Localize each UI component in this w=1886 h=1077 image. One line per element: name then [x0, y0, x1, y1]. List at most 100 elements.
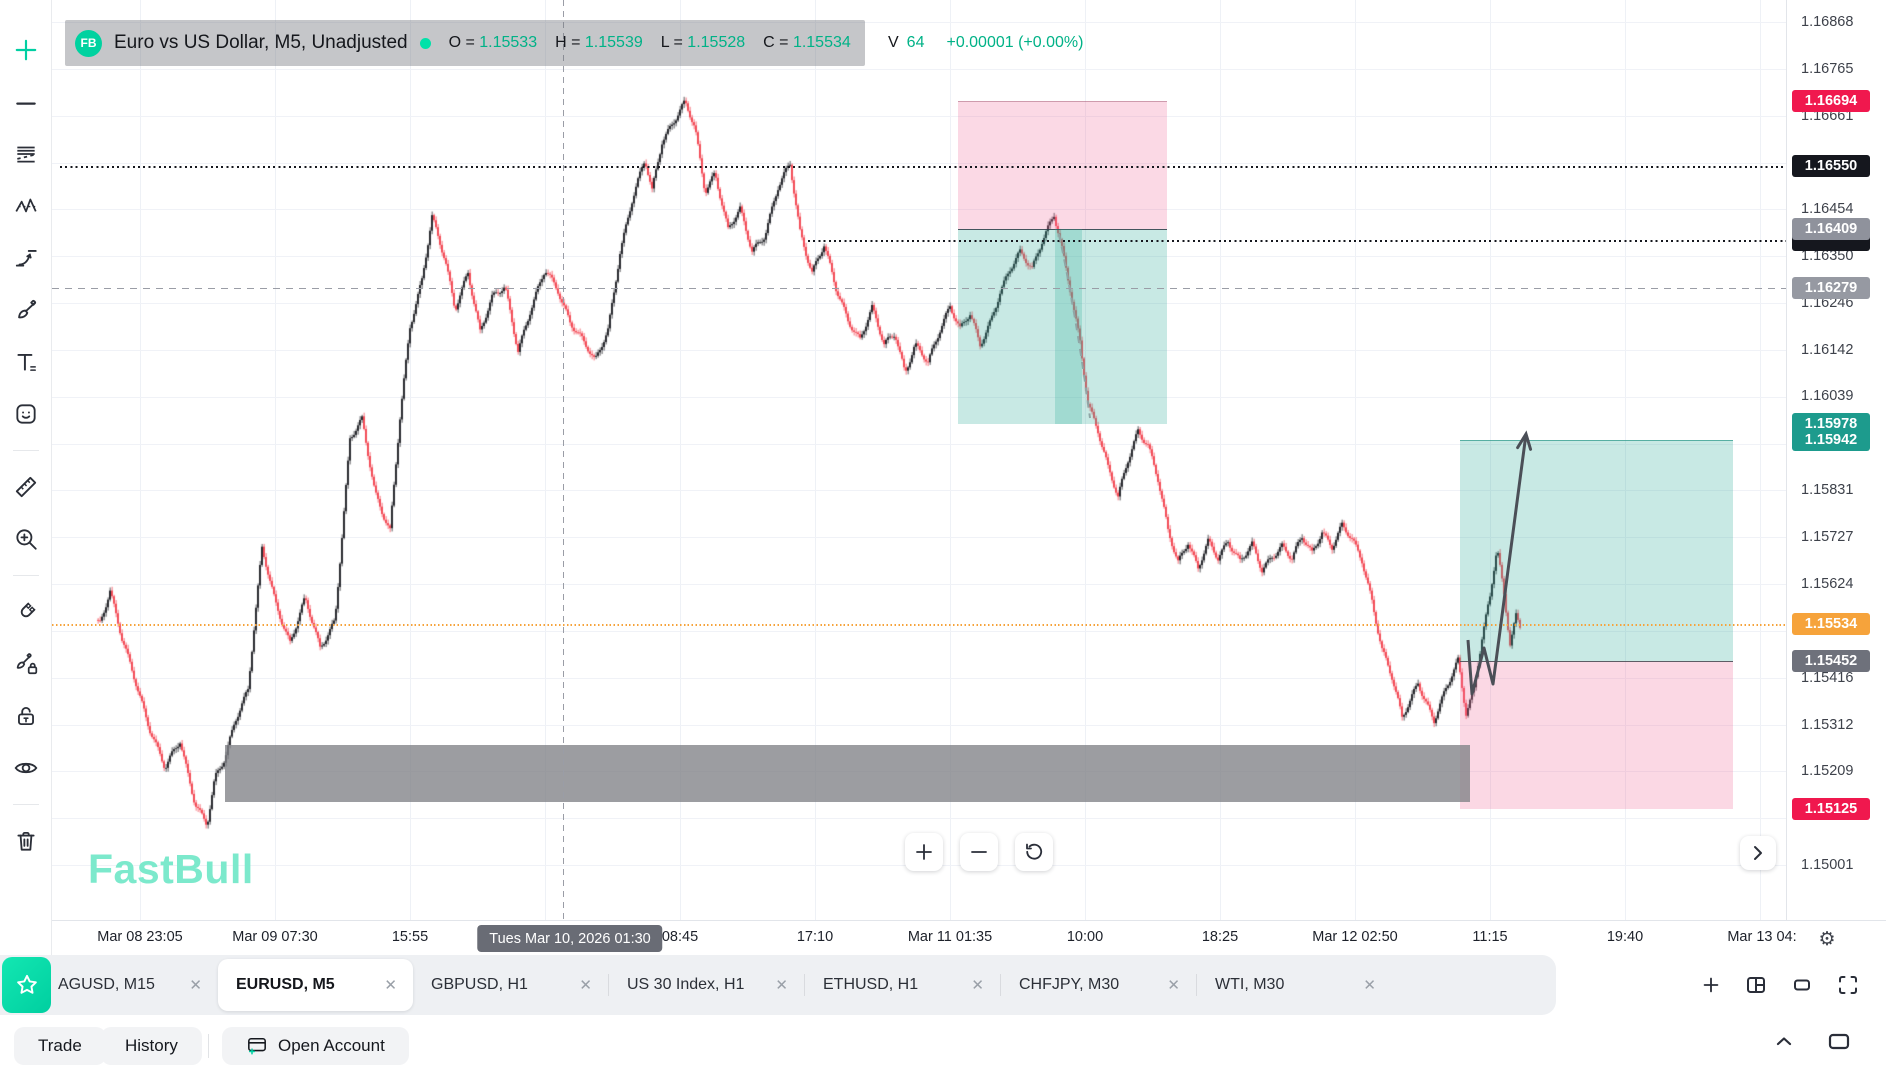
alert-line-mid[interactable] — [808, 240, 1786, 242]
tab-us-30-index-h1[interactable]: US 30 Index, H1 ✕ — [609, 955, 804, 1015]
tool-ruler[interactable] — [8, 469, 44, 505]
favorites-star-button[interactable] — [2, 957, 51, 1013]
time-tick-label: 19:40 — [1606, 929, 1644, 945]
tool-emoji[interactable] — [8, 396, 44, 432]
plus-icon — [916, 844, 932, 860]
chart-region[interactable]: FB Euro vs US Dollar, M5, Unadjusted O =… — [0, 0, 1886, 920]
time-tick-label: 15:55 — [391, 929, 429, 945]
tool-brush[interactable] — [8, 292, 44, 328]
trade-button[interactable]: Trade — [14, 1027, 106, 1065]
magnet-icon — [20, 602, 35, 618]
tool-zoom-in[interactable] — [8, 521, 44, 557]
scroll-right-button[interactable] — [1740, 836, 1776, 870]
open-account-label: Open Account — [278, 1036, 385, 1055]
history-button[interactable]: History — [101, 1027, 202, 1065]
tool-lock-text[interactable] — [8, 698, 44, 734]
tool-magnet[interactable] — [8, 594, 44, 630]
tab-separator — [1196, 974, 1197, 996]
chevron-right-icon — [1754, 846, 1762, 860]
change-value: +0.00001 (+0.00%) — [946, 34, 1084, 51]
fastbull-watermark: FastBull — [88, 846, 254, 892]
trash-icon — [16, 831, 35, 851]
tab-close-icon[interactable]: ✕ — [384, 977, 397, 994]
tab-close-icon[interactable]: ✕ — [775, 977, 788, 994]
tab-close-icon[interactable]: ✕ — [1167, 977, 1180, 994]
minimize-window-button[interactable] — [1790, 973, 1814, 997]
chevron-up-icon — [1776, 1037, 1792, 1046]
lock-text-icon — [17, 706, 34, 726]
tab-close-icon[interactable]: ✕ — [189, 977, 202, 994]
price-tick-label: 1.16142 — [1801, 341, 1854, 358]
zoom-out-button[interactable] — [960, 833, 998, 871]
tool-eye[interactable] — [8, 750, 44, 786]
tool-forecast-arrow[interactable] — [8, 240, 44, 276]
tool-pattern-zigzag[interactable] — [8, 188, 44, 224]
time-tick-label: Mar 13 04: — [1727, 929, 1797, 945]
symbol-logo-badge: FB — [75, 29, 102, 57]
price-badge-1.15125: 1.15125 — [1792, 798, 1870, 820]
toolbar-divider — [12, 804, 39, 805]
tab-close-icon[interactable]: ✕ — [1363, 977, 1376, 994]
tab-close-icon[interactable]: ✕ — [971, 977, 984, 994]
tool-fib-lines[interactable] — [8, 136, 44, 172]
tab-agusd-m15[interactable]: AGUSD, M15 ✕ — [52, 955, 218, 1015]
time-tick-label: Mar 08 23:05 — [97, 929, 183, 945]
right-stop-zone[interactable] — [1460, 661, 1733, 809]
toolbar-divider — [12, 575, 39, 576]
tool-trend-line[interactable] — [8, 84, 44, 120]
ohlc-item: L = 1.15528 — [660, 34, 746, 51]
tab-chfjpy-m30[interactable]: CHFJPY, M30 ✕ — [1001, 955, 1196, 1015]
collapse-panel-button[interactable] — [1772, 1029, 1796, 1053]
add-tab-button[interactable] — [1700, 974, 1722, 996]
tab-actions — [1700, 955, 1860, 1015]
symbol-title: Euro vs US Dollar, M5, Unadjusted — [114, 32, 408, 53]
bottom-bar: Trade History Open Account — [0, 1015, 1886, 1077]
right-target-zone[interactable] — [1460, 440, 1733, 662]
tab-ethusd-h1[interactable]: ETHUSD, H1 ✕ — [805, 955, 1000, 1015]
fullscreen-icon — [1839, 976, 1857, 994]
drawing-toolbar — [0, 0, 52, 955]
live-status-dot — [419, 37, 431, 49]
ruler-icon — [15, 476, 36, 498]
tab-wti-m30[interactable]: WTI, M30 ✕ — [1197, 955, 1392, 1015]
layout-button[interactable] — [1744, 973, 1768, 997]
symbol-legend[interactable]: FB Euro vs US Dollar, M5, Unadjusted O =… — [65, 20, 865, 66]
forecast-arrow-icon — [15, 250, 37, 267]
gray-support-bar[interactable] — [225, 744, 1470, 803]
window-mode-button[interactable] — [1826, 1029, 1852, 1053]
axis-settings-gear-icon[interactable]: ⚙ — [1818, 928, 1836, 950]
time-axis[interactable]: Tues Mar 10, 2026 01:30 ⚙ Mar 08 23:05 Ma… — [0, 920, 1886, 955]
tool-brush-lock[interactable] — [8, 646, 44, 682]
star-icon — [16, 974, 37, 994]
crosshair-time-badge: Tues Mar 10, 2026 01:30 — [477, 925, 663, 952]
price-badge-1.16550: 1.16550 — [1792, 154, 1870, 177]
zoom-in-button[interactable] — [905, 833, 943, 871]
price-tick-label: 1.16765 — [1801, 60, 1854, 77]
tab-eurusd-m5[interactable]: EURUSD, M5 ✕ — [218, 959, 413, 1011]
symbol-tab-bar: AGUSD, M15 ✕ EURUSD, M5 ✕ GBPUSD, H1 ✕ US 30 I… — [0, 955, 1886, 1015]
tab-label: US 30 Index, H1 — [627, 976, 745, 993]
open-account-button[interactable]: Open Account — [222, 1027, 409, 1065]
tab-close-icon[interactable]: ✕ — [579, 977, 592, 994]
fullscreen-button[interactable] — [1836, 973, 1860, 997]
account-card-icon — [248, 1037, 266, 1055]
price-tick-label: 1.15624 — [1801, 575, 1854, 592]
price-tick-label: 1.15209 — [1801, 763, 1854, 780]
time-tick-label: 17:10 — [796, 929, 834, 945]
volume-label: V — [888, 34, 899, 51]
toolbar-divider — [12, 450, 39, 451]
alert-line-16550[interactable] — [60, 165, 1786, 168]
time-tick-label: 11:15 — [1472, 929, 1508, 945]
price-tick-label: 1.16454 — [1801, 201, 1854, 217]
price-axis[interactable]: 1.16868 1.16765 1.16661 1.16454 1.16350 1.162… — [1786, 0, 1886, 920]
reset-chart-button[interactable] — [1015, 833, 1053, 871]
tab-separator — [608, 974, 609, 996]
tab-gbpusd-h1[interactable]: GBPUSD, H1 ✕ — [413, 955, 608, 1015]
tool-text-tool[interactable] — [8, 344, 44, 380]
tool-crosshair-plus[interactable] — [8, 32, 44, 68]
tool-trash[interactable] — [8, 823, 44, 859]
mid-demand-overlap[interactable] — [1055, 229, 1082, 424]
current-price-line[interactable] — [52, 624, 1786, 626]
mid-supply-zone[interactable] — [958, 100, 1167, 230]
